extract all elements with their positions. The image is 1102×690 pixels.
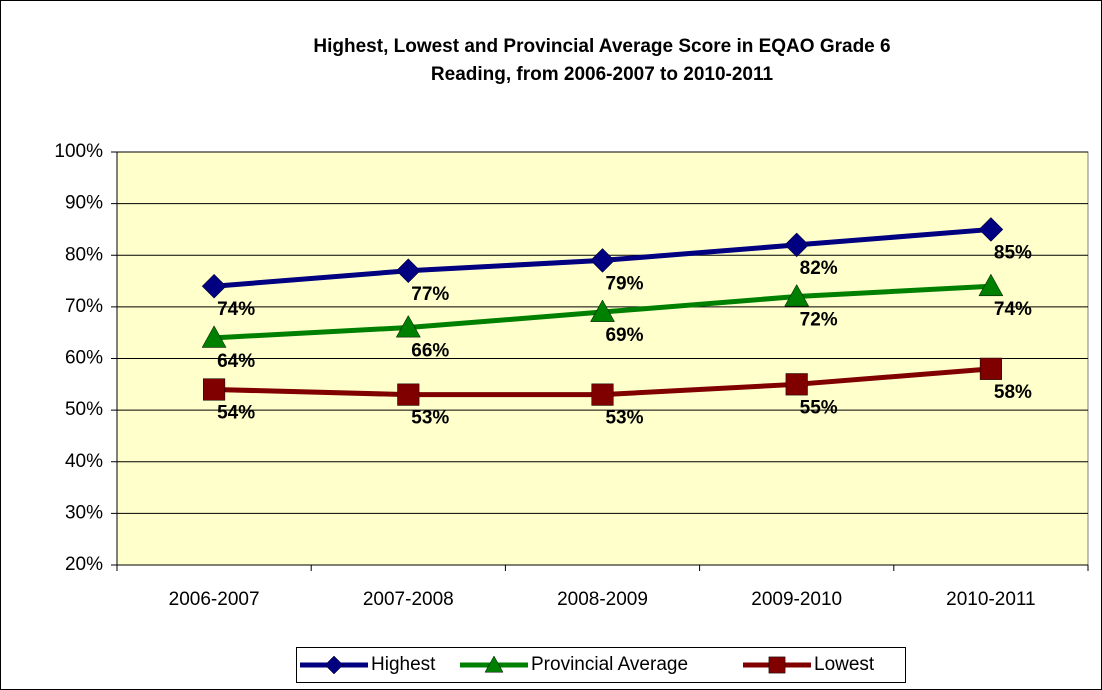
y-tick-label: 80%	[65, 244, 103, 265]
marker	[324, 655, 344, 675]
value-label: 85%	[994, 242, 1032, 263]
value-label: 66%	[411, 341, 449, 362]
value-label: 54%	[217, 402, 255, 423]
y-tick-label: 100%	[54, 141, 103, 162]
marker	[395, 315, 421, 338]
marker	[591, 383, 614, 406]
y-tick-label: 50%	[65, 399, 103, 420]
y-tick-label: 30%	[65, 502, 103, 523]
value-label: 72%	[800, 310, 838, 331]
legend-label: Provincial Average	[531, 654, 688, 675]
legend-label: Highest	[371, 654, 436, 675]
chart-title: Highest, Lowest and Provincial Average S…	[313, 36, 890, 57]
marker	[978, 273, 1004, 297]
x-tick-label: 2006-2007	[169, 589, 260, 610]
value-label: 58%	[994, 382, 1032, 403]
value-label: 64%	[217, 351, 255, 372]
value-label: 74%	[217, 299, 255, 320]
marker	[201, 325, 227, 348]
marker	[484, 655, 504, 673]
legend-label: Lowest	[814, 654, 875, 675]
marker	[203, 378, 226, 401]
marker	[785, 373, 808, 396]
marker	[590, 248, 615, 273]
marker	[978, 217, 1004, 242]
marker	[395, 258, 421, 284]
marker	[768, 656, 786, 674]
value-label: 82%	[800, 258, 838, 279]
value-label: 74%	[994, 299, 1032, 320]
value-label: 55%	[800, 397, 838, 418]
chart-title: Reading, from 2006-2007 to 2010-2011	[431, 64, 774, 85]
value-label: 53%	[411, 408, 449, 429]
marker	[590, 299, 615, 322]
y-tick-label: 70%	[65, 296, 103, 317]
value-label: 79%	[605, 273, 643, 294]
x-tick-label: 2007-2008	[363, 589, 454, 610]
x-tick-label: 2008-2009	[557, 589, 648, 610]
value-label: 77%	[411, 284, 449, 305]
marker	[784, 232, 810, 258]
value-label: 69%	[605, 325, 643, 346]
marker	[979, 357, 1002, 380]
y-tick-label: 60%	[65, 348, 103, 369]
y-tick-label: 40%	[65, 451, 103, 472]
marker	[784, 284, 810, 307]
marker	[397, 383, 420, 406]
marker	[201, 273, 227, 299]
x-tick-label: 2010-2011	[946, 589, 1035, 610]
y-tick-label: 90%	[65, 193, 103, 214]
value-label: 53%	[605, 408, 643, 429]
x-tick-label: 2009-2010	[751, 589, 842, 610]
y-tick-label: 20%	[65, 554, 103, 575]
